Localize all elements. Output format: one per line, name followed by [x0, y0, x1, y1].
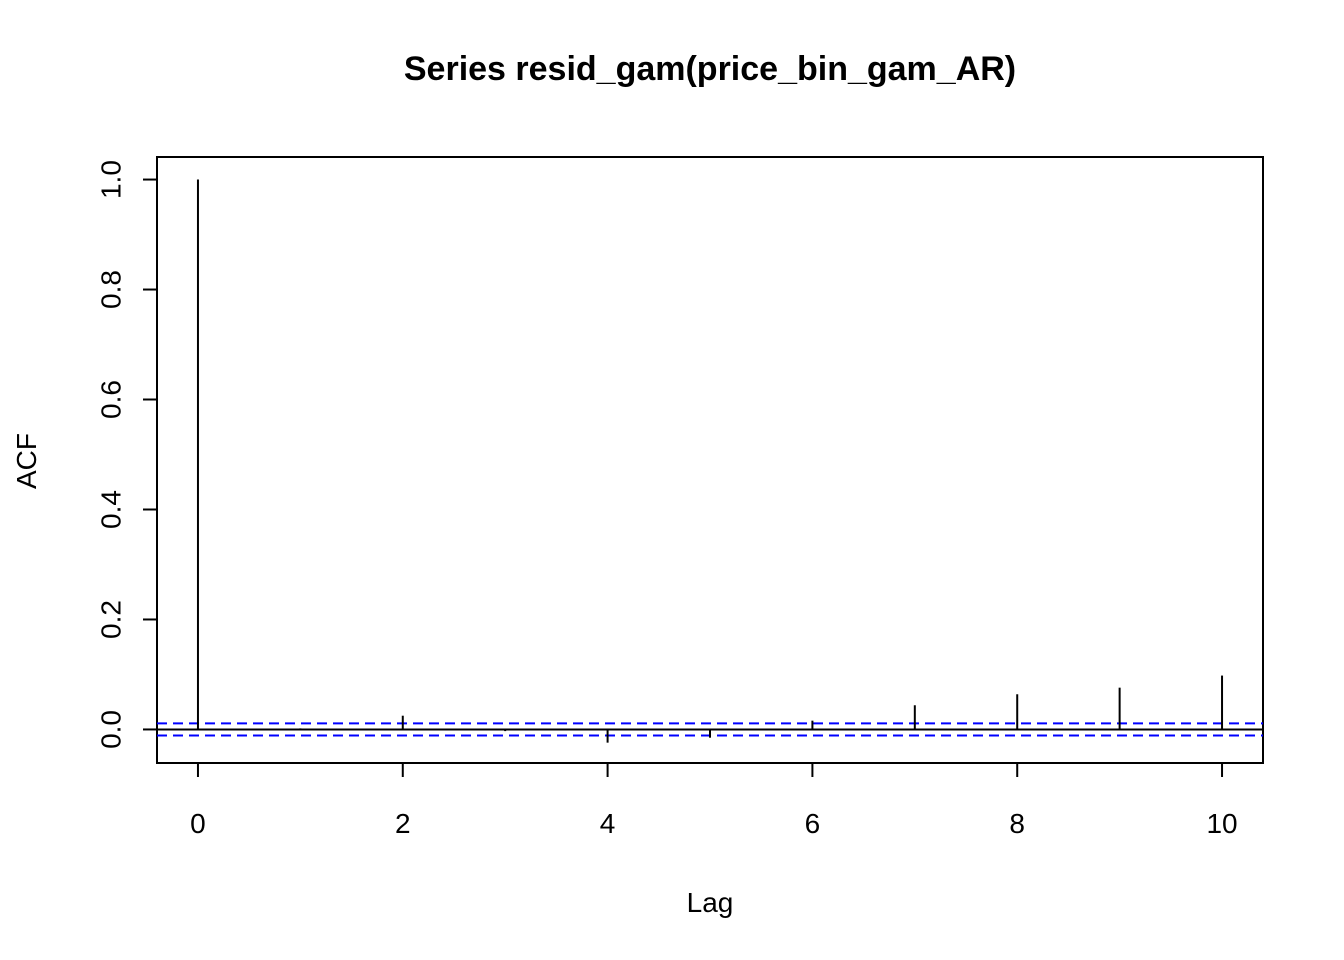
x-tick-label: 6: [805, 808, 821, 839]
y-tick-label: 0.0: [95, 710, 126, 749]
x-tick-label: 0: [190, 808, 206, 839]
x-axis-label: Lag: [687, 887, 734, 918]
x-tick-label: 10: [1206, 808, 1237, 839]
y-tick-label: 1.0: [95, 160, 126, 199]
plot-frame: [156, 156, 1264, 764]
y-tick-label: 0.8: [95, 270, 126, 309]
chart-title: Series resid_gam(price_bin_gam_AR): [404, 50, 1016, 88]
x-tick-label: 2: [395, 808, 411, 839]
x-tick-label: 4: [600, 808, 616, 839]
y-tick-label: 0.2: [95, 600, 126, 639]
y-tick-label: 0.4: [95, 490, 126, 529]
y-axis-label: ACF: [11, 433, 42, 489]
y-tick-label: 0.6: [95, 380, 126, 419]
x-tick-label: 8: [1009, 808, 1025, 839]
